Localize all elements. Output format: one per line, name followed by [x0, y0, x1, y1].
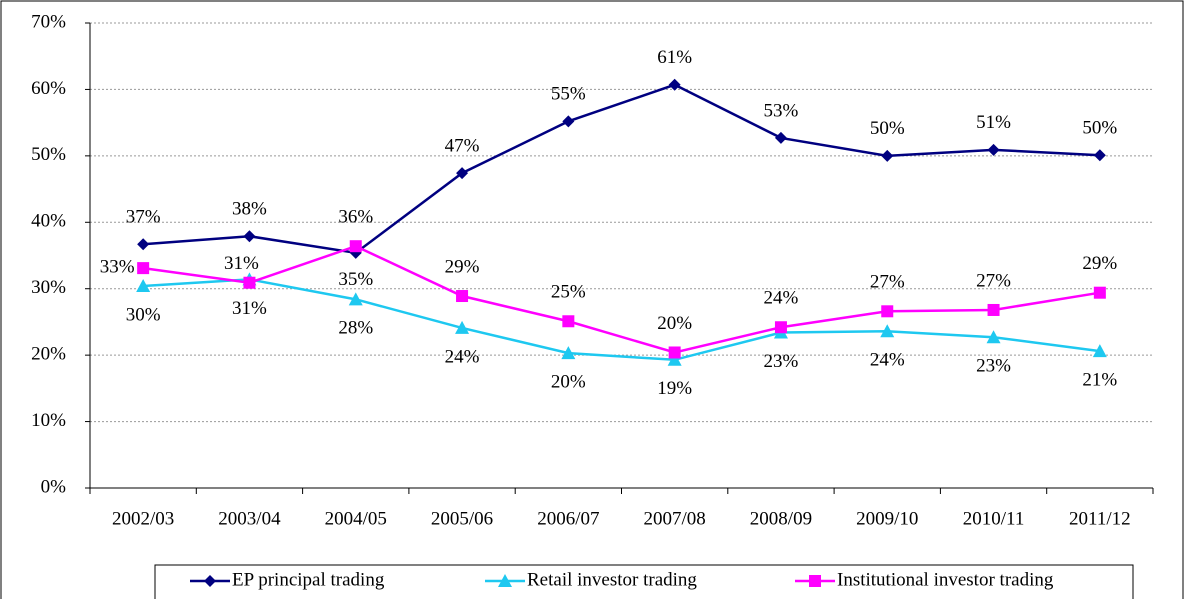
data-label: 24%	[870, 350, 905, 371]
x-tick-label: 2007/08	[644, 508, 706, 529]
legend-label: Retail investor trading	[527, 569, 697, 590]
data-label: 37%	[126, 207, 161, 228]
data-label: 50%	[1082, 118, 1117, 139]
point-marker	[349, 240, 362, 253]
data-label: 24%	[764, 288, 799, 309]
point-marker	[456, 167, 469, 180]
point-marker	[455, 320, 470, 334]
data-label: 20%	[657, 313, 692, 334]
point-marker	[668, 78, 681, 91]
point-marker	[986, 330, 1001, 344]
point-marker	[667, 352, 682, 366]
point-marker	[668, 346, 681, 359]
data-label: 27%	[870, 272, 905, 293]
data-label: 47%	[445, 135, 480, 156]
point-marker	[1093, 149, 1106, 162]
point-marker	[880, 324, 895, 338]
data-label: 53%	[764, 100, 799, 121]
data-label: 24%	[445, 346, 480, 367]
point-marker	[987, 143, 1000, 156]
data-label: 29%	[445, 256, 480, 277]
legend-marker	[204, 575, 216, 587]
data-label: 38%	[232, 199, 267, 220]
point-marker	[1092, 344, 1107, 358]
legend-marker	[809, 575, 821, 587]
point-marker	[243, 230, 256, 243]
data-label: 33%	[100, 256, 135, 277]
data-label: 50%	[870, 118, 905, 139]
y-tick-label: 10%	[31, 410, 66, 431]
point-marker	[562, 315, 575, 328]
data-label: 23%	[976, 356, 1011, 377]
x-tick-label: 2008/09	[750, 508, 812, 529]
data-label: 61%	[657, 47, 692, 68]
data-label: 55%	[551, 84, 586, 105]
data-label: 25%	[551, 282, 586, 303]
legend-label: Institutional investor trading	[837, 569, 1054, 590]
data-label: 21%	[1082, 370, 1117, 391]
x-tick-label: 2010/11	[963, 508, 1025, 529]
y-tick-label: 70%	[31, 11, 66, 32]
x-tick-label: 2004/05	[325, 508, 387, 529]
legend-marker	[498, 574, 512, 587]
data-label: 28%	[338, 318, 373, 339]
series-line	[143, 278, 1101, 362]
point-marker	[562, 115, 575, 128]
data-label: 31%	[224, 253, 259, 274]
legend-label: EP principal trading	[232, 569, 385, 590]
point-marker	[348, 292, 363, 306]
series-line	[142, 244, 1101, 354]
x-tick-label: 2011/12	[1069, 508, 1131, 529]
x-tick-label: 2003/04	[218, 508, 281, 529]
point-marker	[137, 238, 150, 251]
point-marker	[137, 262, 150, 275]
legend-box	[154, 564, 1134, 599]
point-marker	[561, 346, 576, 360]
point-marker	[1093, 286, 1106, 299]
data-label: 19%	[657, 378, 692, 399]
data-label: 35%	[338, 269, 373, 290]
x-tick-label: 2002/03	[112, 508, 174, 529]
y-tick-label: 40%	[31, 211, 66, 232]
y-tick-label: 30%	[31, 277, 66, 298]
point-marker	[456, 290, 469, 303]
data-label: 36%	[338, 207, 373, 228]
data-label: 23%	[764, 351, 799, 372]
y-tick-label: 20%	[31, 344, 66, 365]
y-tick-label: 50%	[31, 144, 66, 165]
point-marker	[774, 131, 787, 144]
data-label: 31%	[232, 298, 267, 319]
y-tick-label: 0%	[41, 476, 67, 497]
series-line	[143, 83, 1100, 255]
point-marker	[136, 279, 151, 293]
point-marker	[243, 276, 256, 289]
data-label: 29%	[1082, 253, 1117, 274]
data-label: 27%	[976, 270, 1011, 291]
point-marker	[881, 149, 894, 162]
data-label: 30%	[126, 304, 161, 325]
data-label: 51%	[976, 112, 1011, 133]
data-label: 20%	[551, 372, 586, 393]
x-tick-label: 2009/10	[856, 508, 918, 529]
x-tick-label: 2006/07	[537, 508, 599, 529]
x-tick-label: 2005/06	[431, 508, 493, 529]
point-marker	[987, 303, 1000, 316]
y-tick-label: 60%	[31, 78, 66, 99]
point-marker	[881, 305, 894, 318]
point-marker	[774, 321, 787, 334]
